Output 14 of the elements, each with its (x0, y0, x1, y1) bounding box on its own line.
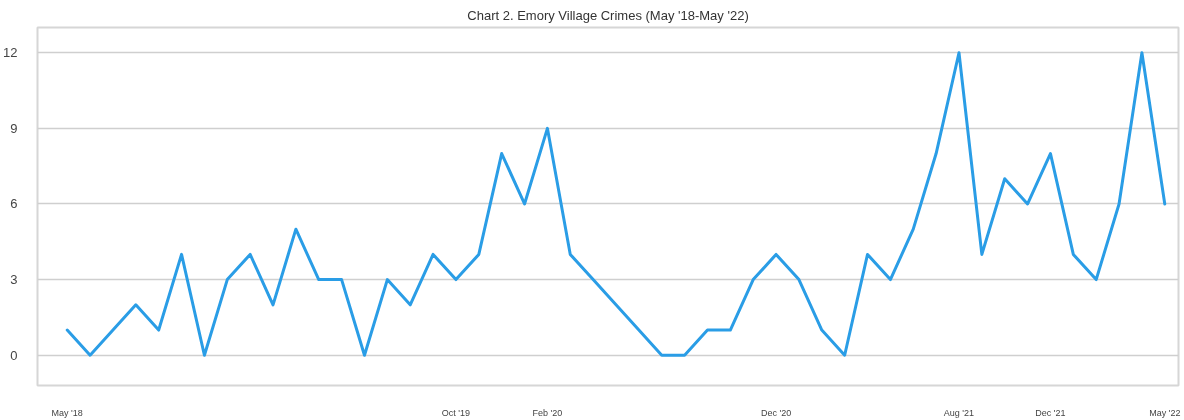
y-tick-label: 6 (10, 196, 18, 212)
x-tick-label: Aug '21 (943, 407, 975, 418)
chart-title: Chart 2. Emory Village Crimes (May '18-May '22) (467, 7, 749, 23)
y-tick-label: 12 (3, 45, 18, 61)
y-tick-label: 0 (10, 347, 18, 363)
x-tick-label: Dec '21 (1035, 407, 1066, 418)
x-tick-label: May '18 (51, 407, 83, 418)
x-tick-label: Dec '20 (760, 407, 792, 418)
x-tick-label: May '22 (1149, 407, 1181, 418)
x-tick-label: Oct '19 (441, 407, 471, 418)
line-series (65, 51, 1167, 357)
y-tick-label: 9 (10, 120, 18, 136)
y-tick-label: 3 (10, 272, 18, 288)
x-tick-label: Feb '20 (532, 407, 563, 418)
